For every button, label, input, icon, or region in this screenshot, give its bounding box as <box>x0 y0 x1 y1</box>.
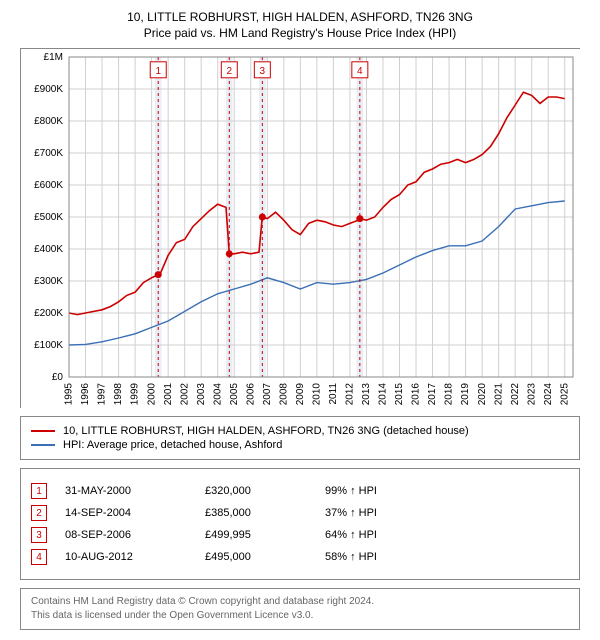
sale-marker: 3 <box>31 527 47 543</box>
svg-text:£700K: £700K <box>34 148 63 159</box>
svg-text:2006: 2006 <box>245 383 256 406</box>
title-line-1: 10, LITTLE ROBHURST, HIGH HALDEN, ASHFOR… <box>10 10 590 24</box>
svg-text:2005: 2005 <box>229 383 240 406</box>
svg-text:2011: 2011 <box>328 383 339 405</box>
footer-line-1: Contains HM Land Registry data © Crown c… <box>31 595 569 609</box>
sale-date: 08-SEP-2006 <box>65 529 205 541</box>
svg-text:2001: 2001 <box>163 383 174 406</box>
svg-text:£0: £0 <box>52 372 64 383</box>
svg-text:2021: 2021 <box>493 383 504 406</box>
sale-pct: 58% ↑ HPI <box>325 551 445 563</box>
sale-pct: 37% ↑ HPI <box>325 507 445 519</box>
sale-pct: 99% ↑ HPI <box>325 485 445 497</box>
svg-text:2024: 2024 <box>543 383 554 406</box>
chart-container: £0 £100K £200K £300K £400K £500K £600K £700K £80… <box>20 48 580 408</box>
svg-text:2014: 2014 <box>378 383 389 406</box>
sale-marker: 4 <box>31 549 47 565</box>
marker-label-num: 3 <box>260 66 266 77</box>
title-line-2: Price paid vs. HM Land Registry's House … <box>10 26 590 40</box>
svg-text:2009: 2009 <box>295 383 306 406</box>
svg-text:2016: 2016 <box>411 383 422 406</box>
sales-table: 1 31-MAY-2000£320,00099% ↑ HPI 2 14-SEP-200… <box>20 468 580 580</box>
marker-label-num: 2 <box>227 66 233 77</box>
svg-text:2015: 2015 <box>394 383 405 406</box>
sale-row: 4 10-AUG-2012£495,00058% ↑ HPI <box>31 549 569 565</box>
price-chart: £0 £100K £200K £300K £400K £500K £600K £700K £80… <box>21 49 581 409</box>
marker-dot <box>155 271 162 278</box>
svg-text:£400K: £400K <box>34 244 63 255</box>
sale-pct: 64% ↑ HPI <box>325 529 445 541</box>
legend: 10, LITTLE ROBHURST, HIGH HALDEN, ASHFOR… <box>20 416 580 460</box>
svg-text:2025: 2025 <box>559 383 570 406</box>
svg-text:2002: 2002 <box>179 383 190 406</box>
svg-text:1997: 1997 <box>97 383 108 406</box>
svg-text:2007: 2007 <box>262 383 273 406</box>
marker-dot <box>259 214 266 221</box>
svg-text:2003: 2003 <box>196 383 207 406</box>
svg-text:2012: 2012 <box>345 383 356 406</box>
sale-row: 1 31-MAY-2000£320,00099% ↑ HPI <box>31 483 569 499</box>
svg-text:£1M: £1M <box>44 52 63 63</box>
svg-text:£100K: £100K <box>34 340 63 351</box>
marker-label-num: 4 <box>357 66 363 77</box>
sale-marker: 1 <box>31 483 47 499</box>
legend-row: HPI: Average price, detached house, Ashf… <box>31 439 569 451</box>
svg-text:2017: 2017 <box>427 383 438 406</box>
sale-price: £320,000 <box>205 485 325 497</box>
footer-line-2: This data is licensed under the Open Gov… <box>31 609 569 623</box>
svg-text:£600K: £600K <box>34 180 63 191</box>
legend-label: 10, LITTLE ROBHURST, HIGH HALDEN, ASHFOR… <box>63 425 469 437</box>
svg-text:1995: 1995 <box>64 383 75 406</box>
svg-text:£900K: £900K <box>34 84 63 95</box>
sale-price: £385,000 <box>205 507 325 519</box>
svg-text:1999: 1999 <box>130 383 141 406</box>
svg-text:£300K: £300K <box>34 276 63 287</box>
svg-text:2000: 2000 <box>146 383 157 406</box>
footer: Contains HM Land Registry data © Crown c… <box>20 588 580 630</box>
svg-text:1996: 1996 <box>80 383 91 406</box>
sale-date: 14-SEP-2004 <box>65 507 205 519</box>
svg-text:1998: 1998 <box>113 383 124 406</box>
marker-dot <box>356 215 363 222</box>
sale-price: £499,995 <box>205 529 325 541</box>
legend-swatch <box>31 444 55 446</box>
sale-date: 31-MAY-2000 <box>65 485 205 497</box>
svg-text:2023: 2023 <box>526 383 537 406</box>
marker-label-num: 1 <box>155 66 161 77</box>
svg-text:£500K: £500K <box>34 212 63 223</box>
svg-text:2008: 2008 <box>278 383 289 406</box>
svg-text:2010: 2010 <box>312 383 323 406</box>
sale-marker: 2 <box>31 505 47 521</box>
legend-row: 10, LITTLE ROBHURST, HIGH HALDEN, ASHFOR… <box>31 425 569 437</box>
svg-text:2004: 2004 <box>212 383 223 406</box>
marker-dot <box>226 250 233 257</box>
svg-text:2019: 2019 <box>460 383 471 406</box>
sale-row: 2 14-SEP-2004£385,00037% ↑ HPI <box>31 505 569 521</box>
sale-date: 10-AUG-2012 <box>65 551 205 563</box>
legend-swatch <box>31 430 55 432</box>
sale-price: £495,000 <box>205 551 325 563</box>
legend-label: HPI: Average price, detached house, Ashf… <box>63 439 282 451</box>
svg-text:£200K: £200K <box>34 308 63 319</box>
svg-text:2018: 2018 <box>444 383 455 406</box>
svg-text:2020: 2020 <box>477 383 488 406</box>
svg-text:£800K: £800K <box>34 116 63 127</box>
svg-text:2013: 2013 <box>361 383 372 406</box>
title-block: 10, LITTLE ROBHURST, HIGH HALDEN, ASHFOR… <box>10 10 590 40</box>
svg-text:2022: 2022 <box>510 383 521 406</box>
sale-row: 3 08-SEP-2006£499,99564% ↑ HPI <box>31 527 569 543</box>
